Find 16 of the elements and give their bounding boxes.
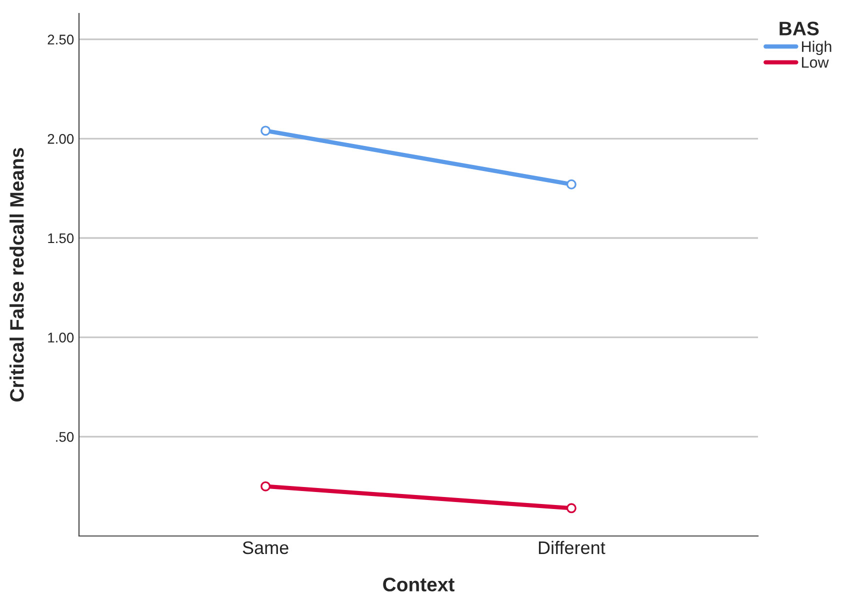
x-axis-title: Context — [383, 578, 454, 592]
legend-title: BAS — [780, 22, 819, 36]
y-tick-label: 1.50 — [48, 233, 74, 244]
x-tick-label: Same — [242, 541, 288, 554]
y-tick-label: 2.00 — [48, 134, 74, 144]
point — [260, 126, 271, 136]
y-tick-label: .50 — [56, 432, 74, 442]
x-tick-label: Different — [538, 540, 606, 554]
y-axis-title: Critical False redcall Means — [10, 148, 24, 402]
point — [260, 481, 271, 492]
point — [566, 179, 576, 190]
legend-label: Low — [802, 57, 829, 68]
point — [566, 503, 576, 514]
legend-label: High — [802, 40, 832, 56]
y-tick-label: 2.50 — [48, 34, 74, 44]
y-tick-label: 1.00 — [48, 332, 74, 342]
